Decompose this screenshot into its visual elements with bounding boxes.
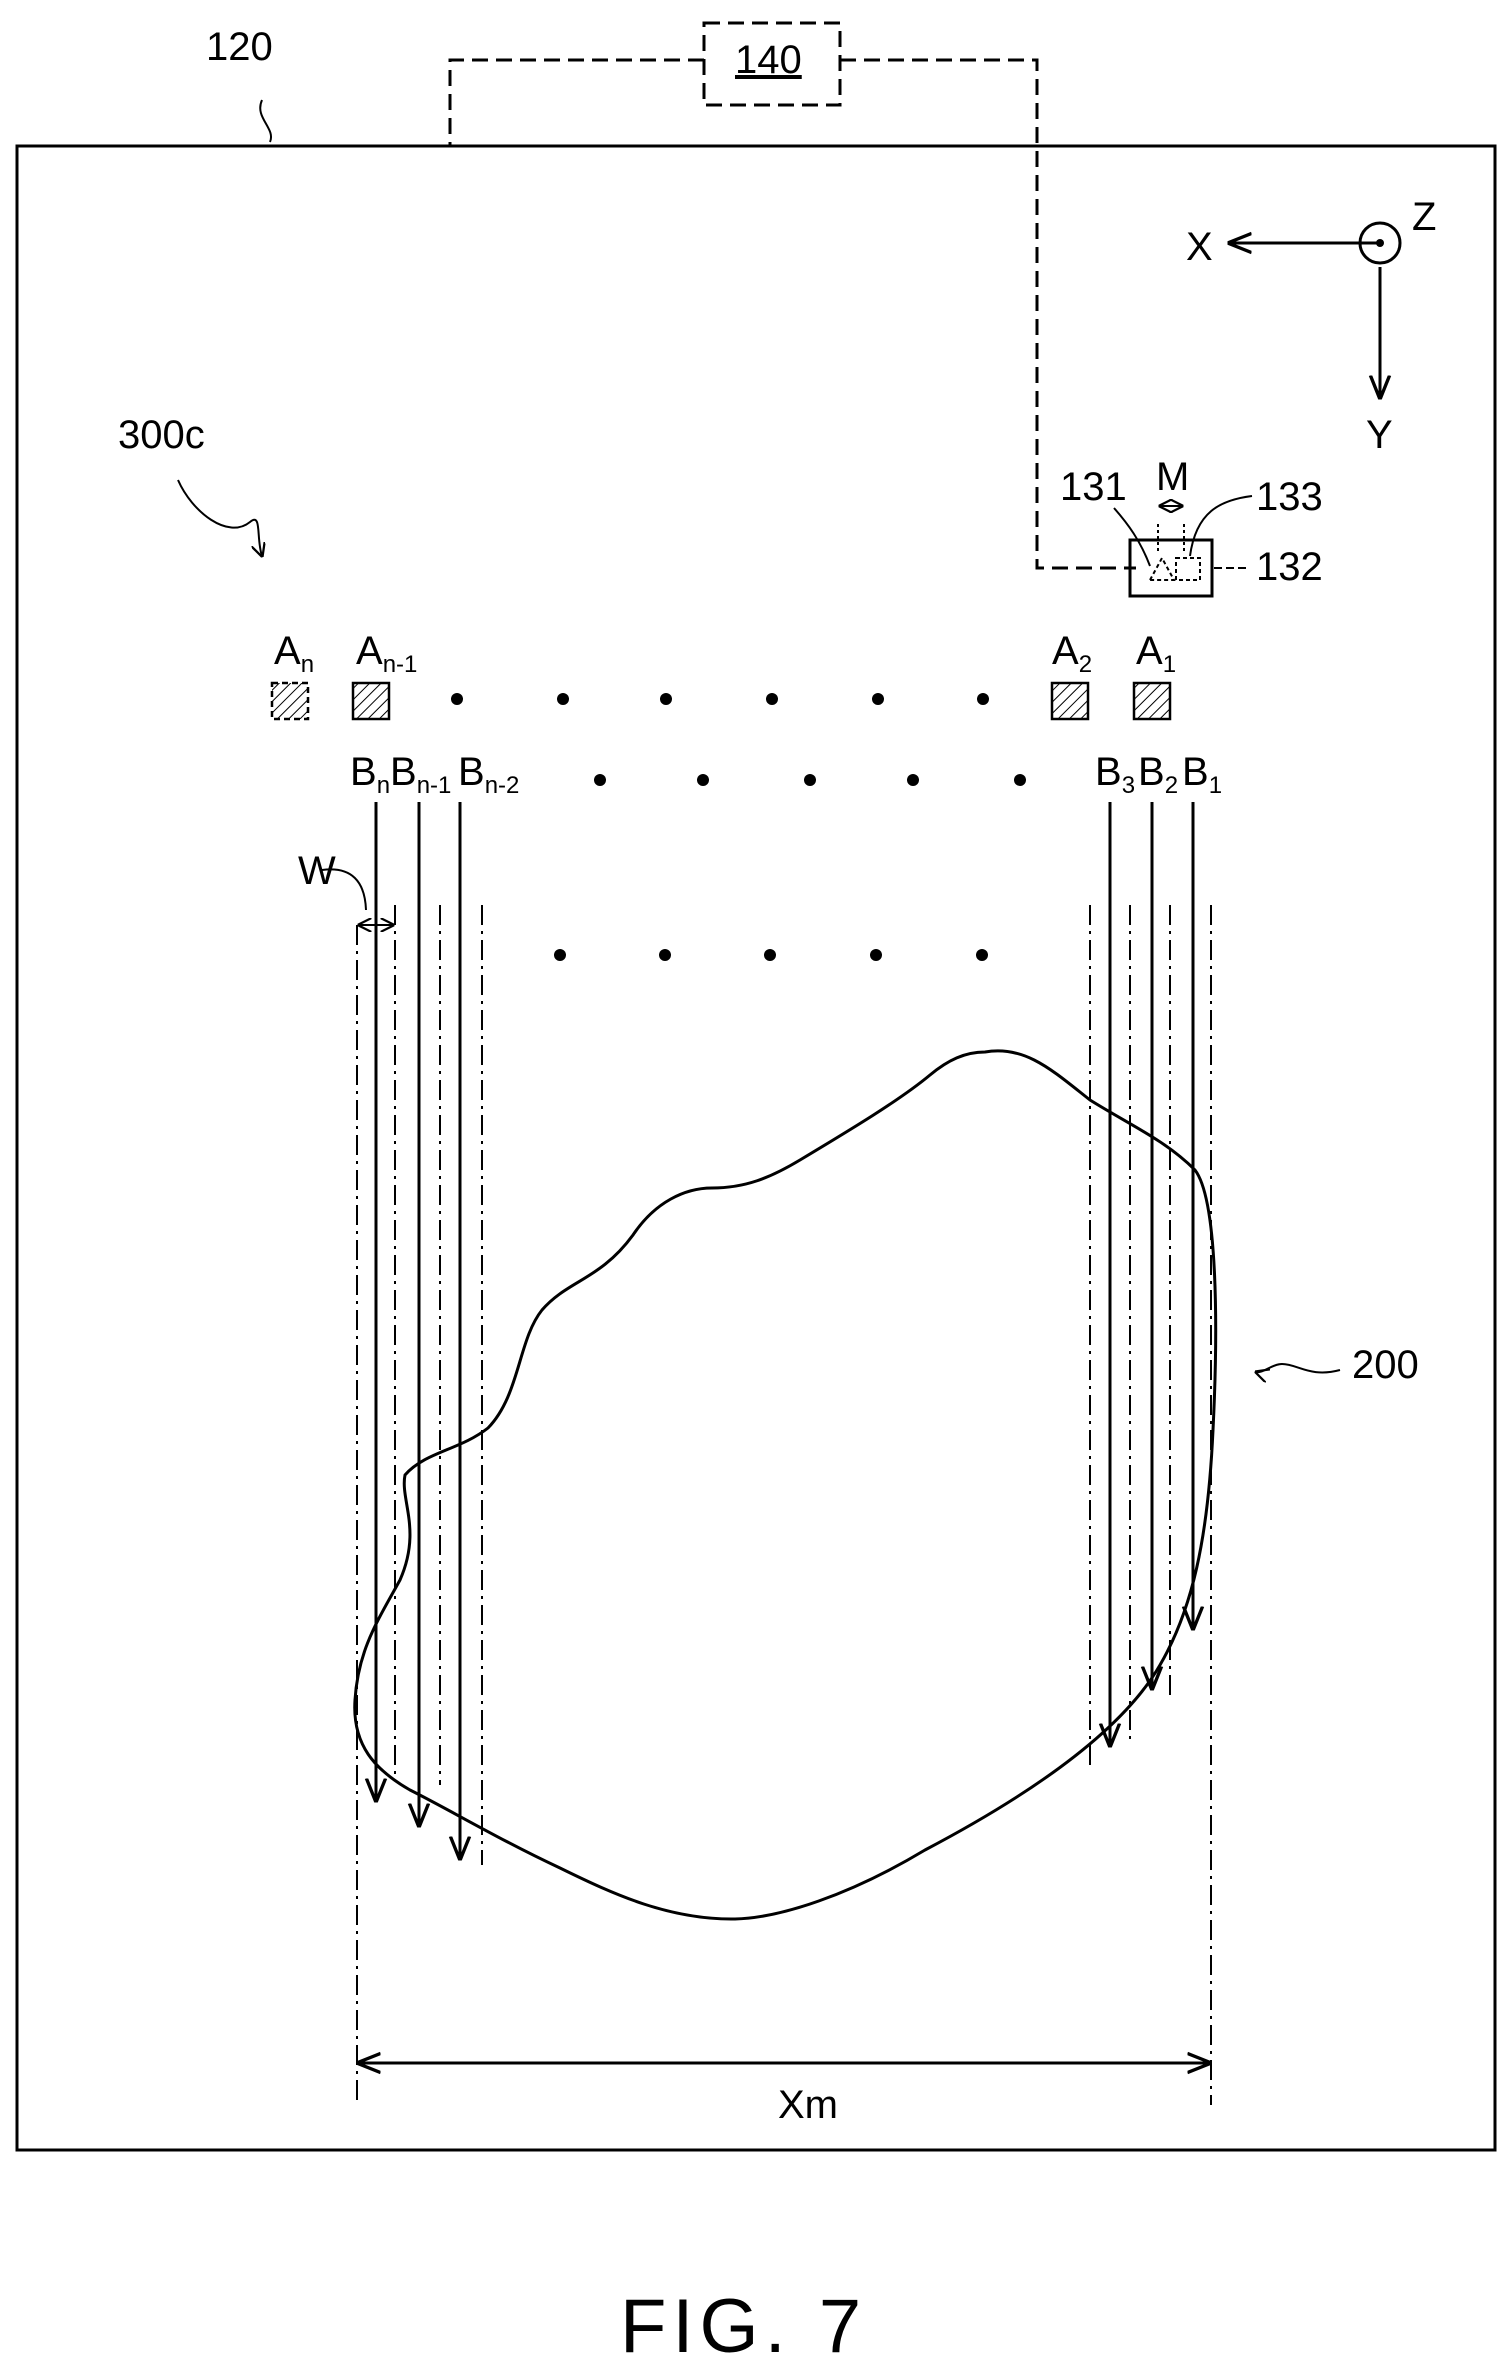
- emitter-a1-label: A1: [1136, 629, 1176, 678]
- spacing-m-label: M: [1156, 455, 1189, 499]
- middle-dots: [554, 949, 988, 961]
- ellipsis-dot: [870, 949, 882, 961]
- frame-120: [17, 146, 1495, 2150]
- sensor-132-label: 132: [1256, 545, 1323, 589]
- sensor-133-label: 133: [1256, 475, 1323, 519]
- sensor-module: M 131 133 132: [1060, 455, 1323, 596]
- controller-140-label: 140: [735, 38, 802, 82]
- beam-b2-label: B2: [1138, 750, 1178, 799]
- left-beam-group: [357, 802, 482, 2105]
- sensor-131-triangle: [1150, 558, 1174, 580]
- emitter-a2-label: A2: [1052, 629, 1092, 678]
- sensor-131-label: 131: [1060, 465, 1127, 509]
- ellipsis-dot: [804, 774, 816, 786]
- emitter-an: [272, 683, 308, 719]
- system-300c-label: 300c: [118, 413, 205, 457]
- system-300c-leader: [178, 480, 262, 556]
- z-axis-label: Z: [1412, 195, 1436, 239]
- object-200-label: 200: [1352, 1343, 1419, 1387]
- coordinate-axes: X Y Z: [1186, 195, 1436, 457]
- ellipsis-dot: [976, 949, 988, 961]
- beam-b1-label: B1: [1182, 750, 1222, 799]
- extent-xm-label: Xm: [778, 2083, 838, 2127]
- beam-label-row: Bn Bn-1 Bn-2 B3 B2 B1: [350, 750, 1222, 799]
- ellipsis-dot: [697, 774, 709, 786]
- emitter-row: An An-1 A2 A1: [272, 629, 1176, 719]
- ellipsis-dot: [660, 693, 672, 705]
- y-axis-label: Y: [1366, 413, 1393, 457]
- beam-bn-2-label: Bn-2: [458, 750, 519, 799]
- frame-120-label: 120: [206, 25, 273, 69]
- x-axis-label: X: [1186, 225, 1213, 269]
- ellipsis-dot: [764, 949, 776, 961]
- width-w-label: W: [298, 849, 336, 893]
- object-200-outline: [355, 1051, 1216, 1919]
- sensor-133-square: [1176, 558, 1200, 580]
- ellipsis-dot: [766, 693, 778, 705]
- ellipsis-dot: [451, 693, 463, 705]
- beam-bn-1-label: Bn-1: [390, 750, 451, 799]
- ellipsis-dot: [659, 949, 671, 961]
- emitter-an-label: An: [274, 629, 314, 678]
- beam-b3-label: B3: [1095, 750, 1135, 799]
- figure-caption: FIG. 7: [620, 2284, 867, 2369]
- emitter-a2: [1052, 683, 1088, 719]
- controller-link: [450, 60, 1136, 568]
- ellipsis-dot: [554, 949, 566, 961]
- right-beam-group: [1090, 802, 1211, 2105]
- ellipsis-dot: [1014, 774, 1026, 786]
- ellipsis-dot: [872, 693, 884, 705]
- frame-120-leader: [260, 100, 271, 142]
- sensor-133-leader: [1190, 496, 1252, 556]
- ellipsis-dot: [594, 774, 606, 786]
- emitter-a1: [1134, 683, 1170, 719]
- emitter-an-1: [353, 683, 389, 719]
- emitter-an-1-label: An-1: [356, 629, 417, 678]
- object-200-leader: [1256, 1364, 1340, 1372]
- sensor-131-leader: [1114, 508, 1150, 566]
- beam-bn-label: Bn: [350, 750, 390, 799]
- ellipsis-dot: [977, 693, 989, 705]
- z-axis-dot: [1376, 239, 1384, 247]
- ellipsis-dot: [557, 693, 569, 705]
- ellipsis-dot: [907, 774, 919, 786]
